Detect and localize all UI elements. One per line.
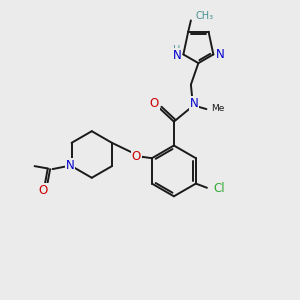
Text: O: O bbox=[131, 150, 141, 163]
Text: N: N bbox=[172, 50, 181, 62]
Text: O: O bbox=[150, 97, 159, 110]
Text: N: N bbox=[190, 97, 198, 110]
Text: Cl: Cl bbox=[214, 182, 225, 196]
Text: O: O bbox=[39, 184, 48, 197]
Text: Me: Me bbox=[212, 104, 225, 113]
Text: CH₃: CH₃ bbox=[195, 11, 214, 21]
Text: N: N bbox=[216, 48, 224, 61]
Text: H: H bbox=[173, 45, 181, 55]
Text: N: N bbox=[66, 159, 74, 172]
